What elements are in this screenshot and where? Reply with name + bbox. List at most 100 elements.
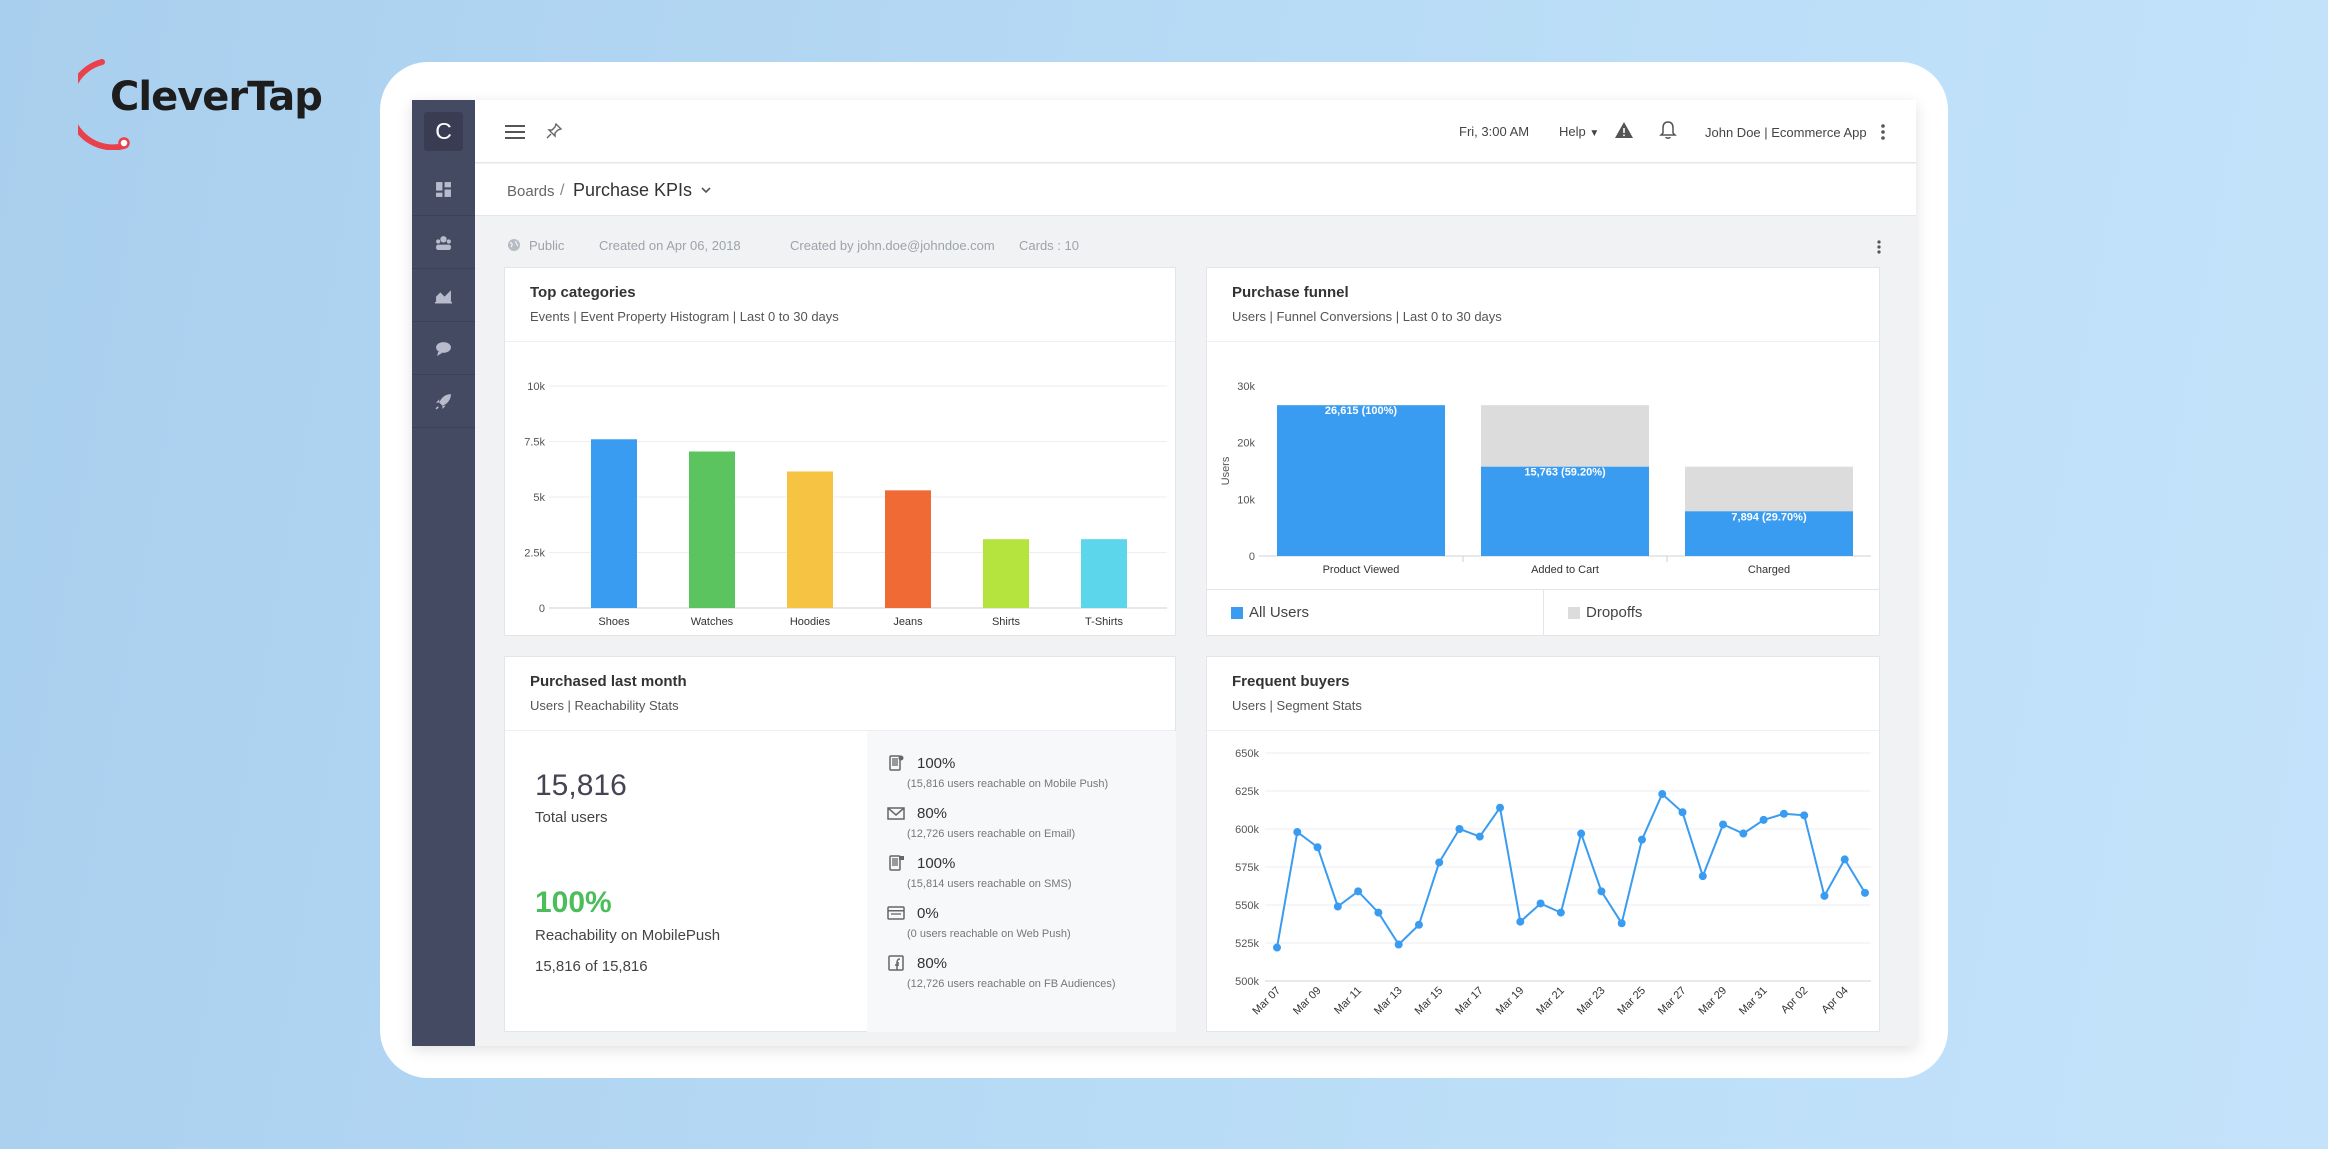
app-window: C Fri, 3:00 AM Help ▼ John Doe | Ecommer… [412, 100, 1916, 1046]
data-point [1414, 920, 1423, 929]
sidebar-item-segments[interactable] [412, 216, 475, 269]
series-line [1276, 792, 1866, 948]
legend-swatch [1568, 607, 1580, 619]
board-created-by: Created by john.doe@johndoe.com [790, 238, 995, 253]
x-tick-label: Mar 07 [1250, 985, 1283, 1018]
chevron-down-icon[interactable] [700, 186, 712, 194]
card-title: Purchase funnel [1232, 284, 1349, 301]
legend-swatch [1231, 607, 1243, 619]
y-tick-label: 0 [539, 603, 545, 615]
channel-percentage: 100% [917, 755, 956, 772]
data-point [1759, 815, 1768, 824]
legend-item-all-users[interactable]: All Users [1207, 590, 1543, 636]
more-vertical-icon[interactable] [1880, 122, 1886, 142]
data-point [1678, 808, 1687, 817]
reachability-summary: 15,816 Total users 100% Reachability on … [505, 731, 867, 1032]
web-push-icon [887, 906, 905, 920]
sidebar-item-campaigns[interactable] [412, 375, 475, 428]
notification-bell-icon[interactable] [1659, 120, 1677, 140]
globe-icon [508, 239, 520, 251]
total-users-label: Total users [535, 809, 608, 826]
card-purchased-last-month[interactable]: Purchased last month Users | Reachabilit… [504, 656, 1176, 1032]
email-icon [887, 807, 905, 820]
all-users-bar [1481, 466, 1649, 556]
account-selector[interactable]: John Doe | Ecommerce App [1705, 125, 1867, 140]
card-purchase-funnel[interactable]: Purchase funnel Users | Funnel Conversio… [1206, 267, 1880, 636]
data-point [1516, 917, 1525, 926]
data-point [1637, 835, 1646, 844]
x-tick-label: Mar 09 [1291, 985, 1324, 1018]
sidebar-item-messages[interactable] [412, 322, 475, 375]
y-tick-label: 10k [527, 381, 545, 393]
x-tick-label: Product Viewed [1323, 564, 1400, 576]
channel-note: (15,816 users reachable on Mobile Push) [907, 778, 1109, 790]
card-top-categories[interactable]: Top categories Events | Event Property H… [504, 267, 1176, 636]
divider [1207, 730, 1879, 731]
data-point [1861, 888, 1869, 897]
pin-icon[interactable] [545, 122, 563, 140]
brand-name: CleverTap [110, 74, 323, 120]
sidebar-item-dashboard[interactable] [412, 163, 475, 216]
messages-icon [436, 341, 451, 356]
warning-icon[interactable] [1614, 120, 1634, 140]
card-subtitle: Users | Funnel Conversions | Last 0 to 3… [1232, 309, 1502, 324]
card-title: Top categories [530, 284, 636, 301]
card-frequent-buyers[interactable]: Frequent buyers Users | Segment Stats 50… [1206, 656, 1880, 1032]
x-tick-label: Mar 23 [1575, 985, 1608, 1018]
board-card-count: Cards : 10 [1019, 238, 1079, 253]
data-point [1577, 829, 1586, 838]
breadcrumb-boards[interactable]: Boards [507, 183, 555, 200]
bar [983, 539, 1029, 608]
data-point [1496, 803, 1505, 812]
y-tick-label: 525k [1235, 938, 1259, 950]
frequent-buyers-chart: 500k 525k 550k 575k 600k 625k 650k Mar 07 Mar 09… [1235, 748, 1871, 1018]
bar-data-label: 15,763 (59.20%) [1524, 467, 1606, 479]
card-title: Purchased last month [530, 673, 687, 690]
x-tick-label: Mar 27 [1656, 985, 1689, 1018]
data-point [1273, 943, 1281, 952]
data-point [1536, 899, 1545, 908]
x-tick-label: Added to Cart [1531, 564, 1599, 576]
y-tick-label: 575k [1235, 862, 1259, 874]
data-point [1840, 855, 1849, 864]
x-tick-label: Mar 19 [1494, 985, 1527, 1018]
data-point [1739, 829, 1748, 838]
rocket-icon [435, 393, 451, 410]
analytics-icon [435, 289, 452, 303]
mobile-push-icon [889, 755, 904, 771]
x-tick-label: Shirts [992, 616, 1021, 628]
divider [505, 730, 1175, 731]
y-tick-label: 2.5k [524, 548, 545, 560]
sms-icon [889, 855, 904, 871]
divider [1207, 341, 1879, 342]
breadcrumb: Boards / Purchase KPIs [475, 164, 1916, 216]
board-more-icon[interactable] [1876, 238, 1882, 256]
board-title[interactable]: Purchase KPIs [573, 180, 693, 200]
bar-data-label: 26,615 (100%) [1325, 405, 1397, 417]
channel-note: (12,726 users reachable on Email) [907, 828, 1076, 840]
divider [505, 341, 1175, 342]
data-point [1394, 940, 1403, 949]
card-title: Frequent buyers [1232, 673, 1350, 690]
legend-label: All Users [1249, 604, 1310, 621]
channel-percentage: 80% [917, 805, 948, 822]
top-bar: Fri, 3:00 AM Help ▼ John Doe | Ecommerce… [475, 100, 1916, 163]
breadcrumb-separator: / [560, 182, 565, 199]
y-tick-label: 625k [1235, 786, 1259, 798]
x-tick-label: Mar 11 [1332, 985, 1364, 1017]
sidebar: C [412, 100, 475, 1046]
data-point [1779, 809, 1788, 818]
help-menu[interactable]: Help ▼ [1559, 124, 1599, 139]
sidebar-item-analytics[interactable] [412, 269, 475, 322]
menu-icon[interactable] [505, 124, 525, 140]
channel-note: (12,726 users reachable on FB Audiences) [907, 978, 1116, 990]
reachability-count: 15,816 of 15,816 [535, 958, 648, 975]
data-point [1475, 832, 1484, 841]
total-users-value: 15,816 [535, 769, 627, 802]
legend-item-dropoffs[interactable]: Dropoffs [1543, 590, 1879, 636]
bar [591, 439, 637, 608]
x-tick-label: Mar 13 [1372, 985, 1405, 1018]
x-tick-label: Mar 17 [1453, 985, 1486, 1018]
y-tick-label: 500k [1235, 976, 1259, 988]
app-logo[interactable]: C [424, 112, 463, 151]
